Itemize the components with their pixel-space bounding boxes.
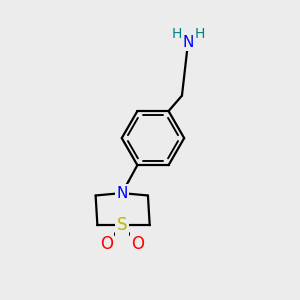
Text: O: O [131,235,144,253]
Text: H: H [172,27,182,41]
Text: H: H [194,27,205,41]
Text: O: O [100,235,113,253]
Text: N: N [182,35,194,50]
Text: S: S [117,216,127,234]
Text: N: N [116,186,128,201]
